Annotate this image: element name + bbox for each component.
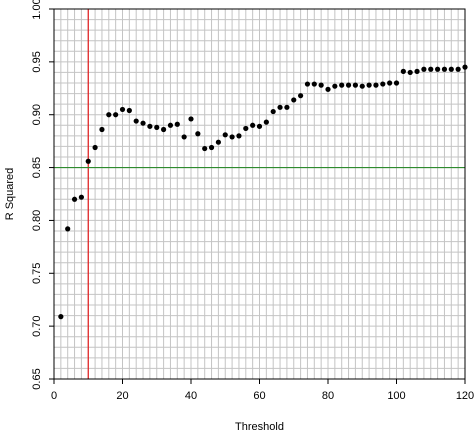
data-point [65, 226, 71, 232]
x-tick-label: 100 [387, 390, 405, 402]
data-point [106, 112, 112, 118]
data-point [58, 314, 64, 320]
data-point [71, 196, 78, 202]
data-point [202, 145, 208, 152]
y-tick-label: 0.80 [31, 210, 43, 231]
data-point [318, 82, 324, 88]
data-point [215, 139, 221, 145]
axis-ticks: 0 20 40 60 80 100 120 0.65 0.70 0.75 0.80 0.85 0.90 0… [31, 0, 474, 402]
data-point [339, 82, 345, 88]
data-point [133, 118, 139, 124]
data-points [58, 64, 468, 320]
data-point [373, 82, 379, 88]
data-point [78, 194, 84, 200]
data-point [298, 93, 304, 99]
data-point [119, 106, 126, 113]
data-point [400, 68, 406, 74]
y-tick-label: 0.95 [31, 51, 43, 72]
data-point [366, 82, 372, 88]
y-axis-title: R Squared [4, 168, 16, 221]
data-point [147, 123, 153, 129]
data-point [311, 81, 317, 87]
data-point [387, 80, 393, 86]
x-tick-label: 20 [116, 390, 128, 402]
data-point [99, 126, 105, 133]
data-point [359, 83, 365, 89]
x-tick-label: 60 [253, 390, 265, 402]
data-point [393, 80, 400, 86]
data-point [462, 64, 468, 70]
data-point [270, 108, 276, 115]
data-point [407, 69, 413, 76]
data-point [291, 97, 297, 103]
data-point [441, 66, 448, 72]
y-tick-label: 0.90 [31, 104, 43, 125]
x-tick-label: 80 [322, 390, 334, 402]
y-tick-label: 0.75 [31, 263, 43, 284]
data-point [421, 66, 427, 72]
y-tick-label: 0.85 [31, 157, 43, 178]
data-point [345, 82, 352, 88]
data-point [140, 120, 146, 126]
data-point [428, 66, 434, 72]
data-point [414, 68, 420, 74]
data-point [188, 116, 194, 122]
x-axis-title: Threshold [235, 421, 284, 433]
data-point [92, 144, 98, 151]
data-point [208, 144, 215, 151]
data-point [167, 122, 174, 128]
data-point [325, 86, 331, 92]
data-point [435, 66, 441, 72]
x-tick-label: 40 [185, 390, 197, 402]
data-point [243, 125, 249, 132]
data-point [161, 126, 167, 133]
data-point [181, 134, 187, 140]
grid [53, 8, 466, 380]
y-tick-label: 0.70 [31, 315, 43, 336]
data-point [236, 133, 242, 139]
data-point [455, 66, 461, 72]
data-point [126, 107, 132, 114]
data-point [304, 81, 311, 87]
data-point [448, 66, 454, 72]
data-point [85, 158, 91, 164]
data-point [250, 122, 256, 128]
data-point [277, 104, 283, 110]
data-point [222, 132, 228, 138]
data-point [195, 131, 201, 137]
data-point [352, 82, 358, 88]
data-point [154, 124, 160, 130]
data-point [174, 121, 180, 127]
data-point [256, 123, 263, 129]
data-point [380, 81, 386, 87]
x-tick-label: 0 [51, 390, 57, 402]
y-tick-label: 0.65 [31, 368, 43, 389]
data-point [263, 119, 269, 125]
data-point [284, 104, 290, 110]
data-point [229, 134, 235, 140]
reference-lines [54, 9, 465, 379]
data-point [113, 112, 119, 118]
data-point [332, 83, 338, 89]
x-tick-label: 120 [456, 390, 474, 402]
y-tick-label: 1.00 [31, 0, 43, 20]
